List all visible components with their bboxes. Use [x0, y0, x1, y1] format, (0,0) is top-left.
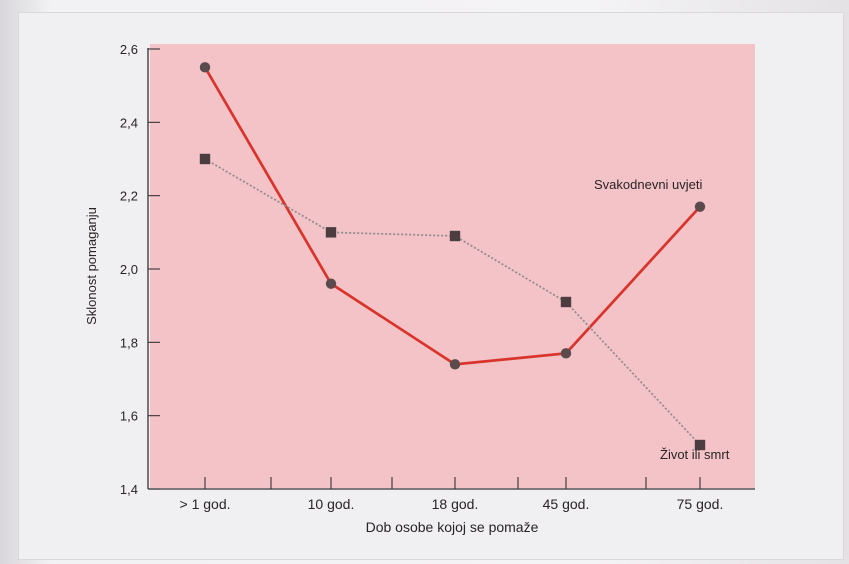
point-zivot-ili-smrt-3	[560, 296, 572, 308]
series-label-zivot-ili-smrt: Život ili smrt	[660, 447, 730, 462]
y-tick-label: 2,0	[120, 262, 138, 277]
point-svakodnevni-uvjeti-4	[694, 201, 706, 212]
y-tick-label: 1,8	[120, 335, 138, 350]
point-zivot-ili-smrt-4	[694, 439, 706, 451]
y-tick-label: 2,2	[120, 189, 138, 204]
y-tick-label: 2,4	[120, 115, 138, 130]
y-tick-label: 2,6	[120, 42, 138, 57]
point-svakodnevni-uvjeti-3	[560, 348, 572, 359]
point-zivot-ili-smrt-0	[199, 153, 211, 165]
point-zivot-ili-smrt-2	[449, 230, 461, 242]
x-tick-label: 75 god.	[677, 496, 724, 512]
series-label-svakodnevni-uvjeti: Svakodnevni uvjeti	[594, 177, 703, 192]
point-svakodnevni-uvjeti-2	[449, 359, 461, 370]
point-zivot-ili-smrt-1	[325, 227, 337, 238]
x-tick-label: 18 god.	[432, 496, 479, 512]
x-tick-label: 10 god.	[308, 496, 355, 512]
plot-background	[150, 44, 755, 488]
y-axis-title: Sklonost pomaganju	[84, 207, 99, 325]
x-tick-label: > 1 god.	[180, 496, 231, 512]
y-tick-label: 1,6	[120, 409, 138, 424]
x-tick-label: 45 god.	[543, 496, 590, 512]
point-svakodnevni-uvjeti-1	[325, 278, 337, 289]
y-tick-label: 1,4	[120, 482, 138, 497]
x-axis-title: Dob osobe kojoj se pomaže	[366, 519, 539, 535]
point-svakodnevni-uvjeti-0	[199, 62, 211, 73]
